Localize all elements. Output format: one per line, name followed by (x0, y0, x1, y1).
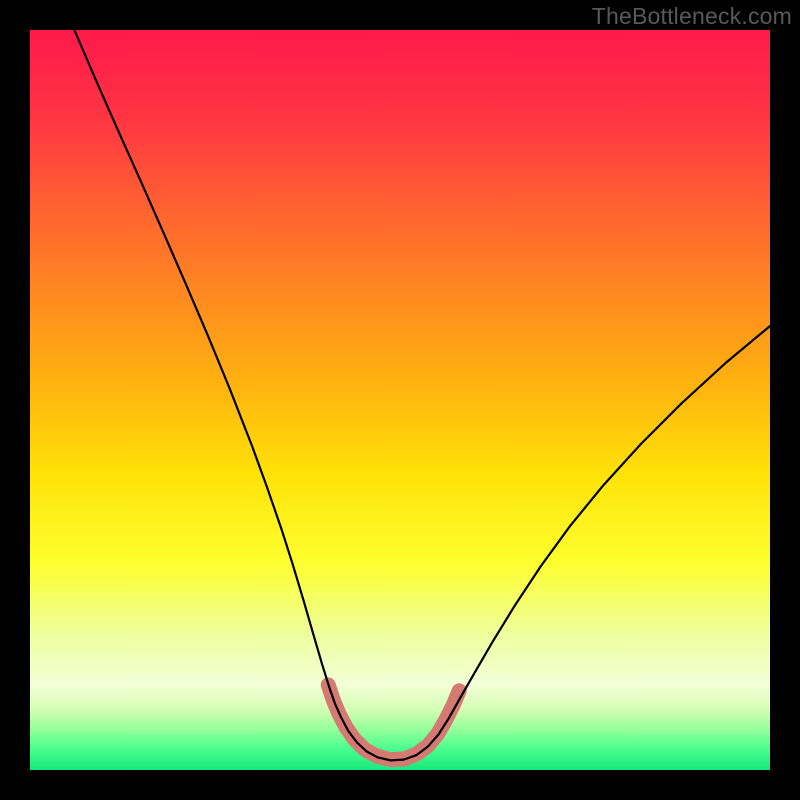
watermark-text: TheBottleneck.com (592, 3, 792, 30)
chart-canvas: TheBottleneck.com (0, 0, 800, 800)
bottleneck-curve-chart (0, 0, 800, 800)
